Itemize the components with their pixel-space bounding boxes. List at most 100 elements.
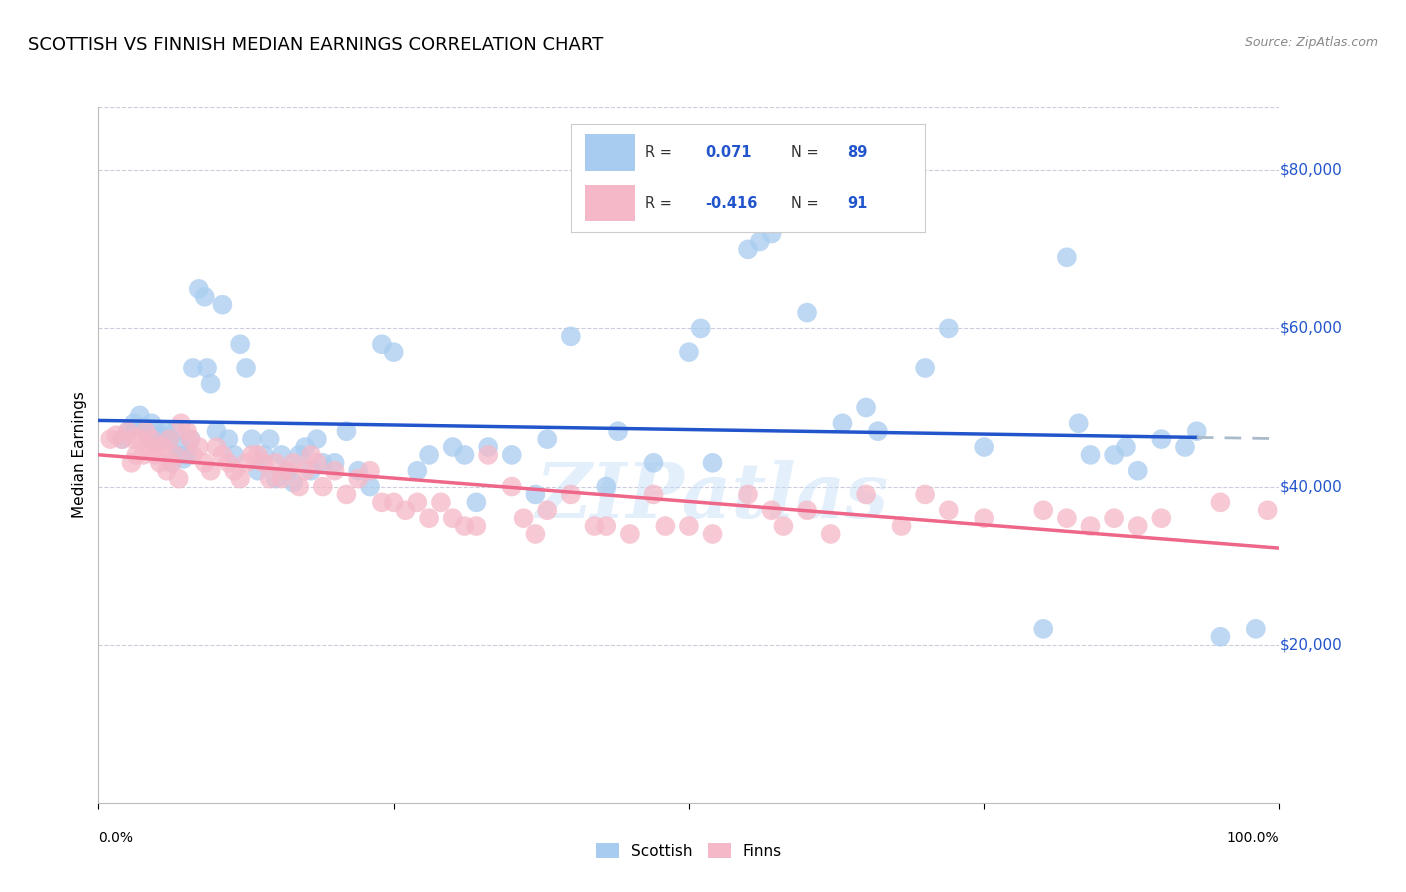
Text: SCOTTISH VS FINNISH MEDIAN EARNINGS CORRELATION CHART: SCOTTISH VS FINNISH MEDIAN EARNINGS CORR… [28, 36, 603, 54]
Point [172, 451, 194, 466]
Point [132, 420, 155, 434]
Point [1244, 622, 1267, 636]
Point [166, 448, 188, 462]
Point [132, 448, 155, 462]
Point [335, 424, 357, 438]
Point [1056, 250, 1078, 264]
Point [453, 519, 475, 533]
Point [253, 448, 276, 462]
Y-axis label: Median Earnings: Median Earnings [72, 392, 87, 518]
Point [136, 428, 159, 442]
Point [643, 487, 665, 501]
Point [160, 456, 183, 470]
Point [347, 464, 370, 478]
Point [831, 417, 853, 431]
Point [111, 432, 134, 446]
Point [524, 527, 547, 541]
Point [146, 440, 169, 454]
Point [299, 464, 322, 478]
Point [200, 464, 222, 478]
Point [938, 503, 960, 517]
Point [1126, 519, 1149, 533]
Point [160, 456, 183, 470]
Point [1115, 440, 1137, 454]
Point [761, 503, 783, 517]
Point [156, 464, 179, 478]
Text: 100.0%: 100.0% [1227, 830, 1279, 845]
Point [406, 464, 429, 478]
Point [607, 424, 630, 438]
Point [418, 448, 440, 462]
Point [240, 448, 263, 462]
Point [111, 432, 134, 446]
Point [748, 235, 770, 249]
Point [246, 464, 269, 478]
Point [180, 432, 202, 446]
Point [406, 495, 429, 509]
Point [595, 519, 617, 533]
Point [761, 227, 783, 241]
Point [1056, 511, 1078, 525]
Point [1150, 511, 1173, 525]
Point [973, 440, 995, 454]
Point [136, 440, 159, 454]
Point [465, 519, 488, 533]
Point [259, 472, 281, 486]
Point [181, 361, 204, 376]
Point [501, 479, 523, 493]
Point [152, 432, 174, 446]
Point [121, 456, 143, 470]
Point [1185, 424, 1208, 438]
Point [1102, 448, 1125, 462]
Point [176, 424, 198, 438]
Point [335, 487, 357, 501]
Point [157, 432, 180, 446]
Point [1102, 511, 1125, 525]
Text: $80,000: $80,000 [1279, 163, 1343, 178]
Point [914, 487, 936, 501]
Point [1150, 432, 1173, 446]
Point [359, 464, 381, 478]
Point [205, 424, 228, 438]
Point [323, 456, 346, 470]
Point [323, 464, 346, 478]
Point [149, 456, 172, 470]
Point [180, 432, 202, 446]
Point [772, 519, 794, 533]
Point [678, 345, 700, 359]
Point [371, 337, 394, 351]
Text: ZIPatlas: ZIPatlas [536, 459, 889, 533]
Point [181, 448, 204, 462]
Point [855, 401, 877, 415]
Point [524, 487, 547, 501]
Point [1174, 440, 1197, 454]
Point [1257, 503, 1279, 517]
Point [512, 511, 534, 525]
Point [312, 479, 335, 493]
Point [135, 424, 157, 438]
Point [141, 417, 163, 431]
Point [1032, 622, 1054, 636]
Point [820, 527, 842, 541]
Point [229, 472, 252, 486]
Point [1032, 503, 1054, 517]
Text: 0.0%: 0.0% [98, 830, 134, 845]
Point [288, 479, 311, 493]
Point [678, 519, 700, 533]
Point [477, 440, 499, 454]
Point [560, 487, 582, 501]
Point [890, 519, 912, 533]
Point [288, 448, 311, 462]
Point [152, 440, 174, 454]
Point [430, 495, 453, 509]
Point [294, 440, 316, 454]
Point [796, 503, 818, 517]
Point [149, 428, 172, 442]
Point [235, 456, 257, 470]
Point [299, 448, 322, 462]
Point [217, 456, 239, 470]
Point [187, 440, 209, 454]
Point [195, 361, 218, 376]
Point [737, 487, 759, 501]
Point [595, 479, 617, 493]
